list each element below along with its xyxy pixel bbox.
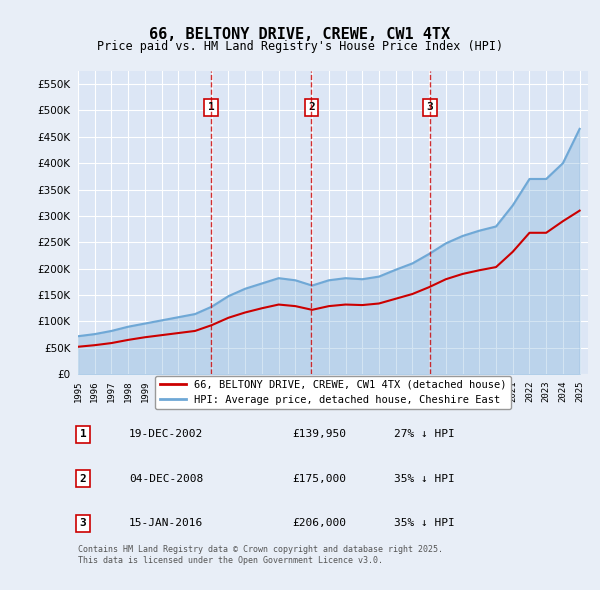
Legend: 66, BELTONY DRIVE, CREWE, CW1 4TX (detached house), HPI: Average price, detached: 66, BELTONY DRIVE, CREWE, CW1 4TX (detac…: [155, 376, 511, 409]
Text: 1: 1: [80, 430, 86, 440]
Text: 19-DEC-2002: 19-DEC-2002: [129, 430, 203, 440]
Text: 2: 2: [80, 474, 86, 484]
Text: £175,000: £175,000: [292, 474, 346, 484]
Text: 15-JAN-2016: 15-JAN-2016: [129, 518, 203, 528]
Text: 66, BELTONY DRIVE, CREWE, CW1 4TX: 66, BELTONY DRIVE, CREWE, CW1 4TX: [149, 27, 451, 41]
Text: £139,950: £139,950: [292, 430, 346, 440]
Text: 3: 3: [80, 518, 86, 528]
Text: 1: 1: [208, 102, 214, 112]
Text: 35% ↓ HPI: 35% ↓ HPI: [394, 518, 455, 528]
Text: Contains HM Land Registry data © Crown copyright and database right 2025.
This d: Contains HM Land Registry data © Crown c…: [78, 545, 443, 565]
Text: 3: 3: [427, 102, 433, 112]
Text: 2: 2: [308, 102, 315, 112]
Text: 27% ↓ HPI: 27% ↓ HPI: [394, 430, 455, 440]
Text: £206,000: £206,000: [292, 518, 346, 528]
Text: 35% ↓ HPI: 35% ↓ HPI: [394, 474, 455, 484]
Text: Price paid vs. HM Land Registry's House Price Index (HPI): Price paid vs. HM Land Registry's House …: [97, 40, 503, 53]
Text: 04-DEC-2008: 04-DEC-2008: [129, 474, 203, 484]
